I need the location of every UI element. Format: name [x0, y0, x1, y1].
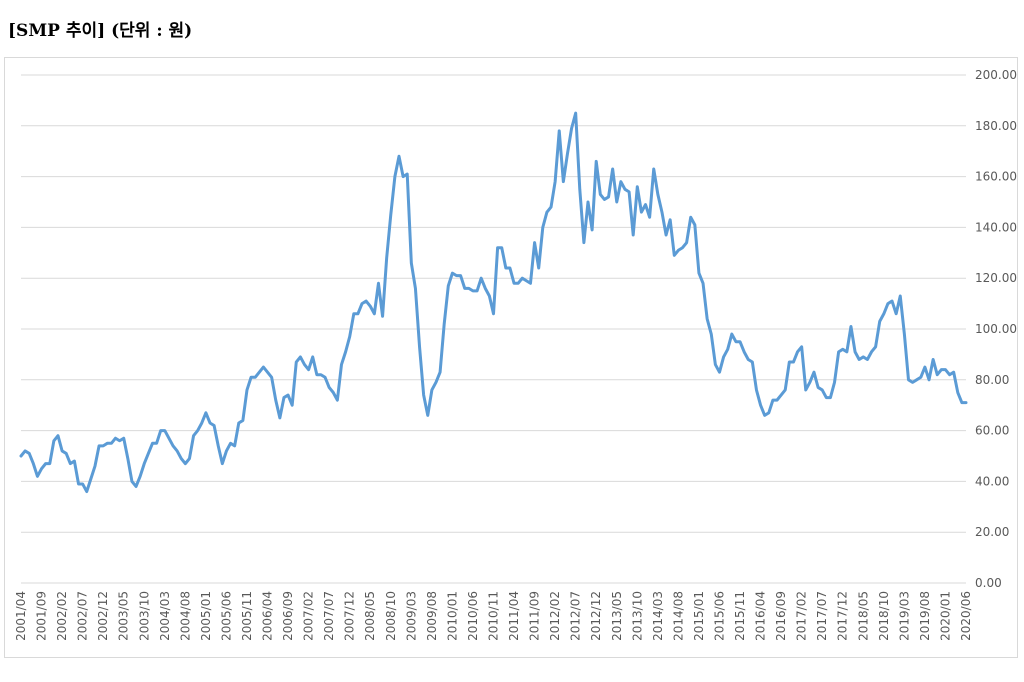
x-tick-label: 2004/08 [178, 591, 192, 641]
x-tick-label: 2007/07 [322, 591, 336, 641]
x-tick-label: 2003/05 [117, 591, 131, 641]
x-tick-label: 2002/12 [96, 591, 110, 641]
x-tick-label: 2016/04 [754, 591, 768, 641]
x-tick-label: 2010/01 [445, 591, 459, 641]
x-tick-label: 2015/01 [692, 591, 706, 641]
x-tick-label: 2013/10 [630, 591, 644, 641]
y-tick-label: 180.00 [975, 119, 1017, 133]
x-axis-tick-labels: 2001/04 2001/09 2002/02 2002/07 2002/12 2003/… [14, 591, 973, 641]
x-tick-label: 2015/11 [733, 591, 747, 641]
smp-series-line [19, 111, 968, 494]
x-tick-label: 2014/08 [671, 591, 685, 641]
x-tick-label: 2018/05 [856, 591, 870, 641]
y-tick-label: 0.00 [975, 576, 1002, 590]
y-tick-label: 100.00 [975, 322, 1017, 336]
x-tick-label: 2020/06 [959, 591, 973, 641]
x-tick-label: 2008/05 [363, 591, 377, 641]
x-tick-label: 2014/03 [651, 591, 665, 641]
chart-title: [SMP 추이] (단위 : 원) [8, 21, 193, 41]
x-tick-label: 2002/07 [76, 591, 90, 641]
x-tick-label: 2005/06 [219, 591, 233, 641]
chart-frame [4, 57, 1018, 658]
x-tick-label: 2011/04 [507, 591, 521, 641]
y-tick-label: 60.00 [975, 424, 1009, 438]
y-tick-label: 160.00 [975, 170, 1017, 184]
y-tick-label: 200.00 [975, 68, 1017, 82]
x-tick-label: 2001/09 [35, 591, 49, 641]
x-tick-label: 2019/08 [918, 591, 932, 641]
x-tick-label: 2009/08 [425, 591, 439, 641]
x-tick-label: 2010/06 [466, 591, 480, 641]
x-tick-label: 2002/02 [55, 591, 69, 641]
x-tick-label: 2017/07 [815, 591, 829, 641]
y-tick-label: 80.00 [975, 373, 1009, 387]
y-tick-label: 40.00 [975, 474, 1009, 488]
y-tick-label: 20.00 [975, 525, 1009, 539]
x-tick-label: 2016/09 [774, 591, 788, 641]
x-tick-label: 2020/01 [938, 591, 952, 641]
y-tick-label: 120.00 [975, 271, 1017, 285]
x-tick-label: 2006/09 [281, 591, 295, 641]
x-tick-label: 2017/02 [795, 591, 809, 641]
x-tick-label: 2004/03 [158, 591, 172, 641]
x-tick-label: 2005/01 [199, 591, 213, 641]
x-tick-label: 2012/12 [589, 591, 603, 641]
x-tick-label: 2011/09 [528, 591, 542, 641]
x-tick-label: 2018/10 [877, 591, 891, 641]
x-tick-label: 2017/12 [836, 591, 850, 641]
x-tick-label: 2007/02 [302, 591, 316, 641]
x-tick-label: 2015/06 [712, 591, 726, 641]
x-tick-label: 2006/04 [261, 591, 275, 641]
x-tick-label: 2003/10 [137, 591, 151, 641]
x-tick-label: 2009/03 [404, 591, 418, 641]
x-tick-label: 2010/11 [487, 591, 501, 641]
x-tick-label: 2012/02 [548, 591, 562, 641]
x-tick-label: 2005/11 [240, 591, 254, 641]
gridlines [21, 74, 966, 584]
x-tick-label: 2008/10 [384, 591, 398, 641]
x-tick-label: 2012/07 [569, 591, 583, 641]
x-tick-label: 2001/04 [14, 591, 28, 641]
x-tick-label: 2019/03 [897, 591, 911, 641]
y-axis-tick-labels: 0.00 20.00 40.00 60.00 80.00 100.00 120.00 140.… [975, 68, 1017, 590]
x-tick-label: 2013/05 [610, 591, 624, 641]
x-tick-label: 2007/12 [343, 591, 357, 641]
y-tick-label: 140.00 [975, 220, 1017, 234]
